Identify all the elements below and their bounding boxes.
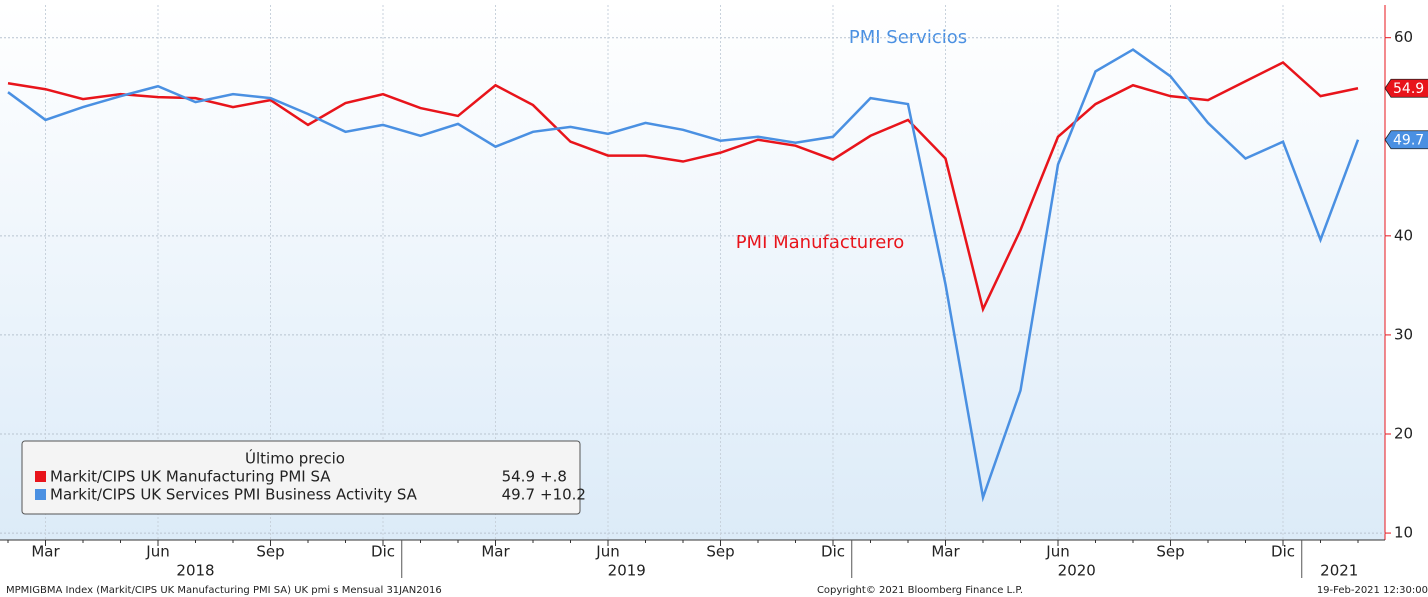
x-tick-label: Mar xyxy=(931,543,960,561)
last-value-label: 49.7 xyxy=(1393,133,1424,149)
legend-change: +10.2 xyxy=(540,486,586,504)
series-line xyxy=(7,48,1360,503)
last-value-tag xyxy=(1384,130,1428,150)
legend-box xyxy=(21,440,581,515)
annotation: PMI Manufacturero xyxy=(736,232,905,253)
x-tick-label: Mar xyxy=(481,543,510,561)
series-line xyxy=(7,60,1359,313)
x-tick-label: Sep xyxy=(256,543,284,561)
x-tick-label: Jun xyxy=(595,543,619,561)
legend-swatch xyxy=(35,489,46,500)
last-value-tag xyxy=(1384,78,1428,98)
legend-label: Markit/CIPS UK Manufacturing PMI SA xyxy=(50,468,331,486)
x-tick-label: Jun xyxy=(145,543,169,561)
y-tick-label: 60 xyxy=(1394,28,1413,46)
last-value-label: 54.9 xyxy=(1393,81,1424,97)
x-group-label: 2021 xyxy=(1320,562,1358,580)
x-tick-label: Dic xyxy=(371,543,395,561)
legend-change: +.8 xyxy=(540,468,567,486)
x-tick-label: Mar xyxy=(31,543,60,561)
legend-label: Markit/CIPS UK Services PMI Business Act… xyxy=(50,486,418,504)
y-tick-label: 20 xyxy=(1394,424,1413,442)
y-tick-label: 30 xyxy=(1394,325,1413,343)
x-tick-label: Jun xyxy=(1045,543,1069,561)
y-tick-label: 40 xyxy=(1394,226,1413,244)
legend-swatch xyxy=(35,471,46,482)
legend-last: 49.7 xyxy=(502,486,535,504)
x-group-label: 2019 xyxy=(608,562,646,580)
legend-title: Último precio xyxy=(245,449,345,468)
x-group-label: 2018 xyxy=(176,562,214,580)
legend-last: 54.9 xyxy=(502,468,535,486)
x-tick-label: Dic xyxy=(821,543,845,561)
y-tick-label: 10 xyxy=(1394,524,1413,542)
x-tick-label: Dic xyxy=(1271,543,1295,561)
footer-left: MPMIGBMA Index (Markit/CIPS UK Manufactu… xyxy=(6,585,442,596)
footer-center: Copyright© 2021 Bloomberg Finance L.P. xyxy=(817,585,1023,596)
footer-right: 19-Feb-2021 12:30:00 xyxy=(1317,585,1428,596)
x-tick-label: Sep xyxy=(706,543,734,561)
x-group-label: 2020 xyxy=(1058,562,1096,580)
x-tick-label: Sep xyxy=(1156,543,1184,561)
